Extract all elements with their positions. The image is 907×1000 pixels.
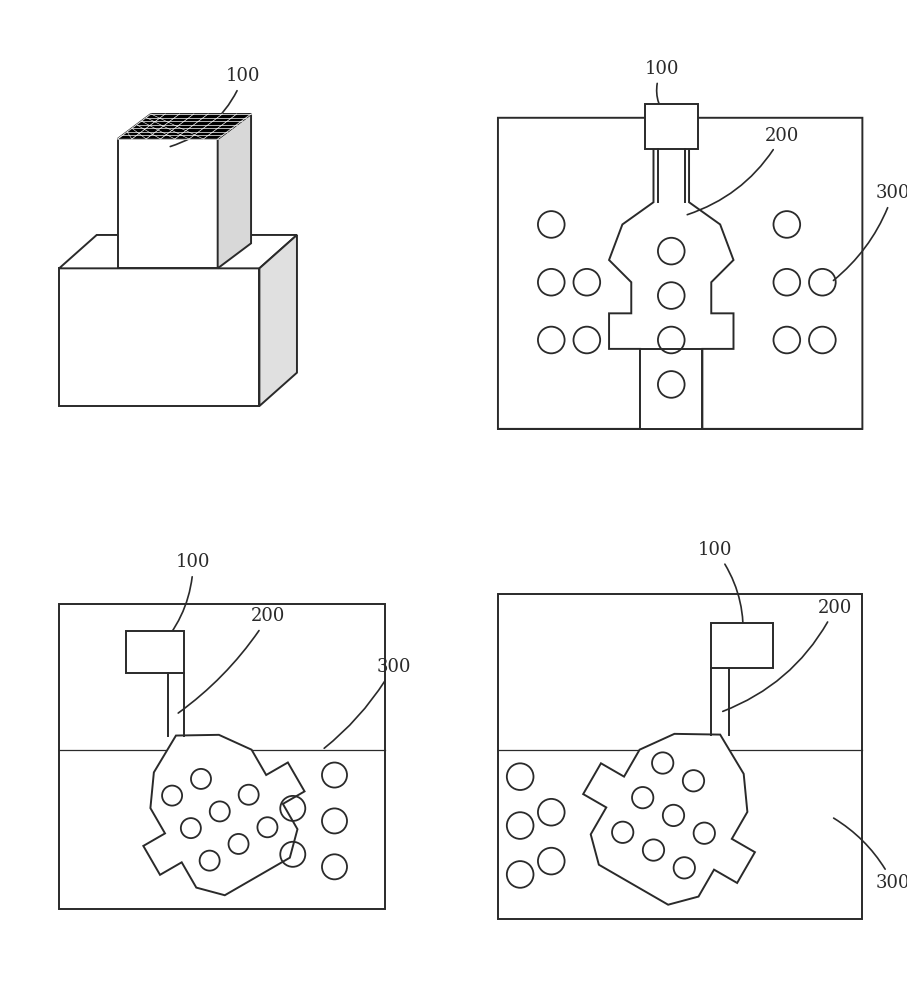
Polygon shape [259, 235, 297, 406]
Text: 300: 300 [834, 184, 907, 280]
Polygon shape [126, 631, 184, 673]
Polygon shape [118, 114, 251, 139]
Text: 200: 200 [723, 599, 853, 711]
Text: 100: 100 [157, 553, 210, 650]
Text: 100: 100 [171, 67, 260, 147]
Polygon shape [498, 118, 863, 429]
Text: 300: 300 [324, 658, 411, 748]
Polygon shape [59, 235, 297, 268]
Text: 100: 100 [698, 541, 743, 643]
Text: 100: 100 [645, 60, 679, 120]
Polygon shape [645, 104, 698, 149]
Polygon shape [640, 349, 702, 429]
Text: 200: 200 [178, 607, 286, 713]
Text: 200: 200 [688, 127, 799, 215]
Polygon shape [498, 118, 653, 429]
Polygon shape [59, 268, 259, 406]
Polygon shape [711, 623, 774, 668]
Polygon shape [143, 735, 305, 895]
Polygon shape [218, 114, 251, 268]
Polygon shape [689, 118, 863, 429]
Polygon shape [498, 594, 863, 919]
Polygon shape [118, 139, 218, 268]
Text: 300: 300 [834, 818, 907, 892]
Polygon shape [59, 604, 385, 909]
Polygon shape [583, 734, 755, 905]
